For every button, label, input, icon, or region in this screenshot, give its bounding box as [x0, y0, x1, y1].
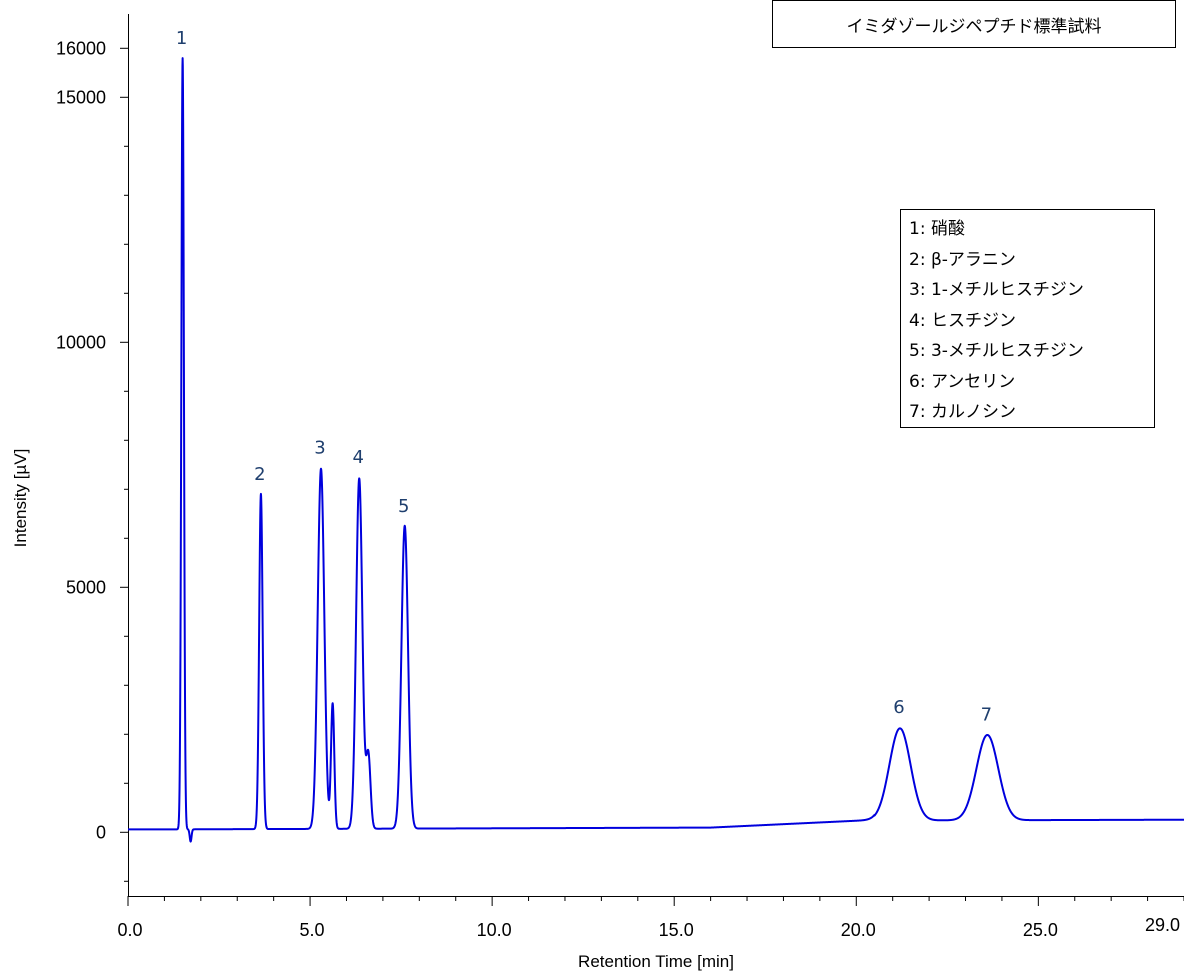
x-tick-label: 25.0: [1023, 920, 1058, 940]
y-tick-label: 15000: [56, 87, 106, 107]
y-tick-labels: 0 5000 10000 15000 16000: [56, 38, 106, 842]
y-tick-label: 0: [96, 822, 106, 842]
peak-label: 4: [353, 447, 364, 468]
x-tick-label: 10.0: [477, 920, 512, 940]
legend-item-anserine: 6: アンセリン: [909, 371, 1016, 392]
peak-label: 6: [893, 697, 904, 718]
legend-item-carnosine: 7: カルノシン: [909, 402, 1016, 422]
axes: [128, 14, 1184, 897]
legend-item-1-methylhistidine: 3: 1-メチルヒスチジン: [909, 280, 1084, 300]
y-axis-title: Intensity [µV]: [11, 449, 30, 548]
legend-item-histidine: 4: ヒスチジン: [909, 310, 1016, 331]
chromatogram-trace: [127, 57, 1184, 843]
y-axis-ticks: [120, 47, 128, 882]
y-tick-label: 5000: [66, 577, 106, 597]
legend-item-beta-alanine: 2: β-アラニン: [909, 249, 1016, 270]
peak-label: 1: [176, 28, 187, 49]
x-end-tick-label: 29.0: [1145, 915, 1180, 935]
peak-label: 3: [314, 437, 325, 458]
peak-labels: 1 2 3 4 5 6 7: [176, 28, 992, 725]
y-tick-label: 16000: [56, 38, 106, 58]
x-axis-title: Retention Time [min]: [578, 952, 734, 971]
y-tick-label: 10000: [56, 332, 106, 352]
x-tick-label: 15.0: [659, 920, 694, 940]
chart-title: イミダゾールジペプチド標準試料: [772, 0, 1176, 48]
x-tick-label: 5.0: [300, 920, 325, 940]
peak-label: 2: [254, 464, 265, 485]
x-axis-ticks: [127, 896, 1184, 906]
x-tick-label: 20.0: [841, 920, 876, 940]
peak-label: 5: [398, 496, 409, 517]
legend-item-nitrate: 1: 硝酸: [909, 219, 965, 239]
x-tick-labels: 0.0 5.0 10.0 15.0 20.0 25.0: [117, 920, 1057, 940]
peak-label: 7: [981, 704, 992, 725]
legend-item-3-methylhistidine: 5: 3-メチルヒスチジン: [909, 341, 1084, 361]
x-tick-label: 0.0: [117, 920, 142, 940]
legend: 1: 硝酸 2: β-アラニン 3: 1-メチルヒスチジン 4: ヒスチジン 5…: [900, 209, 1155, 428]
